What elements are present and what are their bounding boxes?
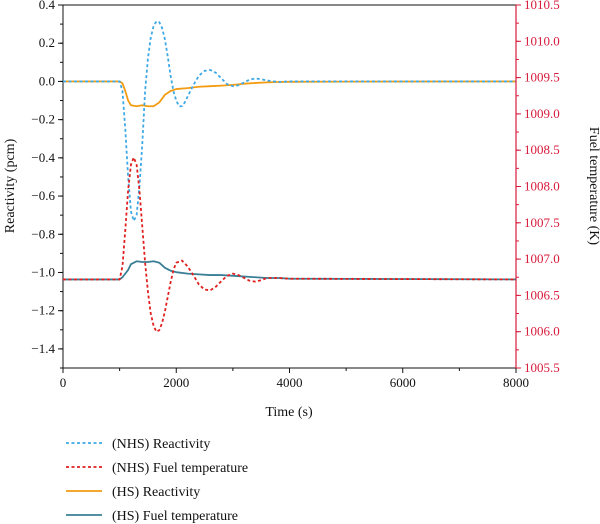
y-axis-title: Reactivity (pcm) [3, 138, 18, 233]
y-tick-label: −1.4 [31, 341, 55, 356]
y-tick-label: −0.2 [31, 112, 55, 127]
series-line [63, 260, 517, 281]
series-line [63, 20, 516, 222]
series-line [63, 80, 517, 108]
legend-label: (NHS) Fuel temperature [112, 461, 248, 476]
y2-tick-label: 1006.5 [524, 287, 560, 302]
x-axis-title: Time (s) [265, 405, 313, 420]
y2-tick-label: 1010.5 [524, 0, 560, 12]
y-tick-label: −1.2 [31, 303, 55, 318]
y2-tick-label: 1009.5 [524, 70, 560, 85]
legend-label: (NHS) Reactivity [112, 437, 210, 452]
y-axis-ticks: 0.4 0.2 0.0 −0.2 −0.4 −0.6 −0.8 −1.0 −1.2 −1.4 [31, 0, 63, 369]
y2-tick-label: 1008.0 [524, 179, 560, 194]
y-tick-label: 0.4 [39, 0, 56, 12]
x-axis-ticks: 0 2000 4000 6000 8000 [60, 368, 529, 390]
y2-tick-label: 1009.0 [524, 106, 560, 121]
x-tick-label: 2000 [163, 375, 189, 390]
y-tick-label: −0.6 [31, 188, 55, 203]
y2-axis-ticks: 1005.5 1006.0 1006.5 1007.0 1007.5 1008.0 1008… [516, 0, 560, 375]
y2-tick-label: 1005.5 [524, 360, 560, 375]
y-tick-label: 0.0 [39, 73, 55, 88]
legend: (NHS) Reactivity (NHS) Fuel temperature (H… [66, 437, 248, 524]
x-tick-label: 8000 [503, 375, 529, 390]
series-layer [63, 20, 517, 333]
series-line [63, 156, 517, 333]
plot-area [62, 4, 517, 369]
y2-tick-label: 1008.5 [524, 142, 560, 157]
y-tick-label: −1.0 [31, 264, 55, 279]
y2-tick-label: 1007.0 [524, 251, 560, 266]
x-tick-label: 6000 [390, 375, 416, 390]
y-tick-label: −0.8 [31, 226, 55, 241]
x-tick-label: 4000 [277, 375, 303, 390]
x-tick-label: 0 [60, 375, 67, 390]
legend-label: (HS) Fuel temperature [112, 509, 238, 524]
y-tick-label: 0.2 [39, 35, 55, 50]
y2-tick-label: 1010.0 [524, 33, 560, 48]
y2-tick-label: 1006.0 [524, 324, 560, 339]
y2-tick-label: 1007.5 [524, 215, 560, 230]
legend-label: (HS) Reactivity [112, 485, 200, 500]
y-tick-label: −0.4 [31, 150, 55, 165]
y2-axis-title: Fuel temperature (K) [586, 127, 600, 246]
